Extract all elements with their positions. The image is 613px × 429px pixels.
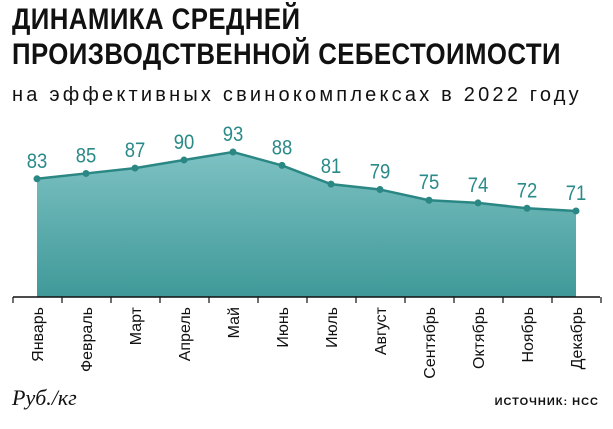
data-label: 81 <box>321 155 342 178</box>
data-point <box>33 175 41 183</box>
chart-title-line-2: ПРОИЗВОДСТВЕННОЙ СЕБЕСТОИМОСТИ <box>12 38 561 71</box>
data-point <box>376 186 384 194</box>
series-line <box>36 150 577 213</box>
data-label: 72 <box>517 179 538 202</box>
data-point <box>474 199 482 207</box>
data-label: 93 <box>223 123 244 146</box>
data-label: 74 <box>468 174 489 197</box>
data-label: 88 <box>272 136 293 159</box>
x-tick-label: Август <box>373 306 390 355</box>
chart-subtitle: на эффективных свинокомплексах в 2022 го… <box>12 84 582 106</box>
source-label: ИСТОЧНИК: НСС <box>494 396 599 408</box>
data-point <box>131 164 139 172</box>
x-tick-label: Май <box>226 307 243 338</box>
data-label: 71 <box>566 182 587 205</box>
x-tick-label: Март <box>128 306 145 345</box>
data-label: 87 <box>125 139 146 162</box>
data-label: 79 <box>370 160 391 183</box>
area-fill <box>37 152 576 297</box>
data-point <box>327 180 335 188</box>
x-tick-label: Ноябрь <box>520 307 537 363</box>
chart-title-line-1: ДИНАМИКА СРЕДНЕЙ <box>12 3 301 36</box>
data-label: 90 <box>174 131 195 154</box>
data-label: 75 <box>419 171 440 194</box>
data-point <box>572 207 580 215</box>
data-point <box>523 204 531 212</box>
data-point <box>180 156 188 164</box>
data-label: 83 <box>27 150 48 173</box>
data-point <box>229 148 237 156</box>
data-point <box>425 196 433 204</box>
x-tick-label: Февраль <box>79 307 96 372</box>
x-tick-label: Октябрь <box>471 307 488 369</box>
data-point <box>82 169 90 177</box>
x-tick-label: Апрель <box>177 307 194 361</box>
x-tick-label: Декабрь <box>569 307 586 369</box>
x-tick-label: Январь <box>30 307 47 362</box>
data-label: 85 <box>76 144 97 167</box>
data-point <box>278 161 286 169</box>
x-tick-label: Сентябрь <box>422 307 439 379</box>
x-tick-label: Июнь <box>275 307 292 348</box>
x-tick-label: Июль <box>324 307 341 348</box>
unit-label: Руб./кг <box>12 385 77 410</box>
